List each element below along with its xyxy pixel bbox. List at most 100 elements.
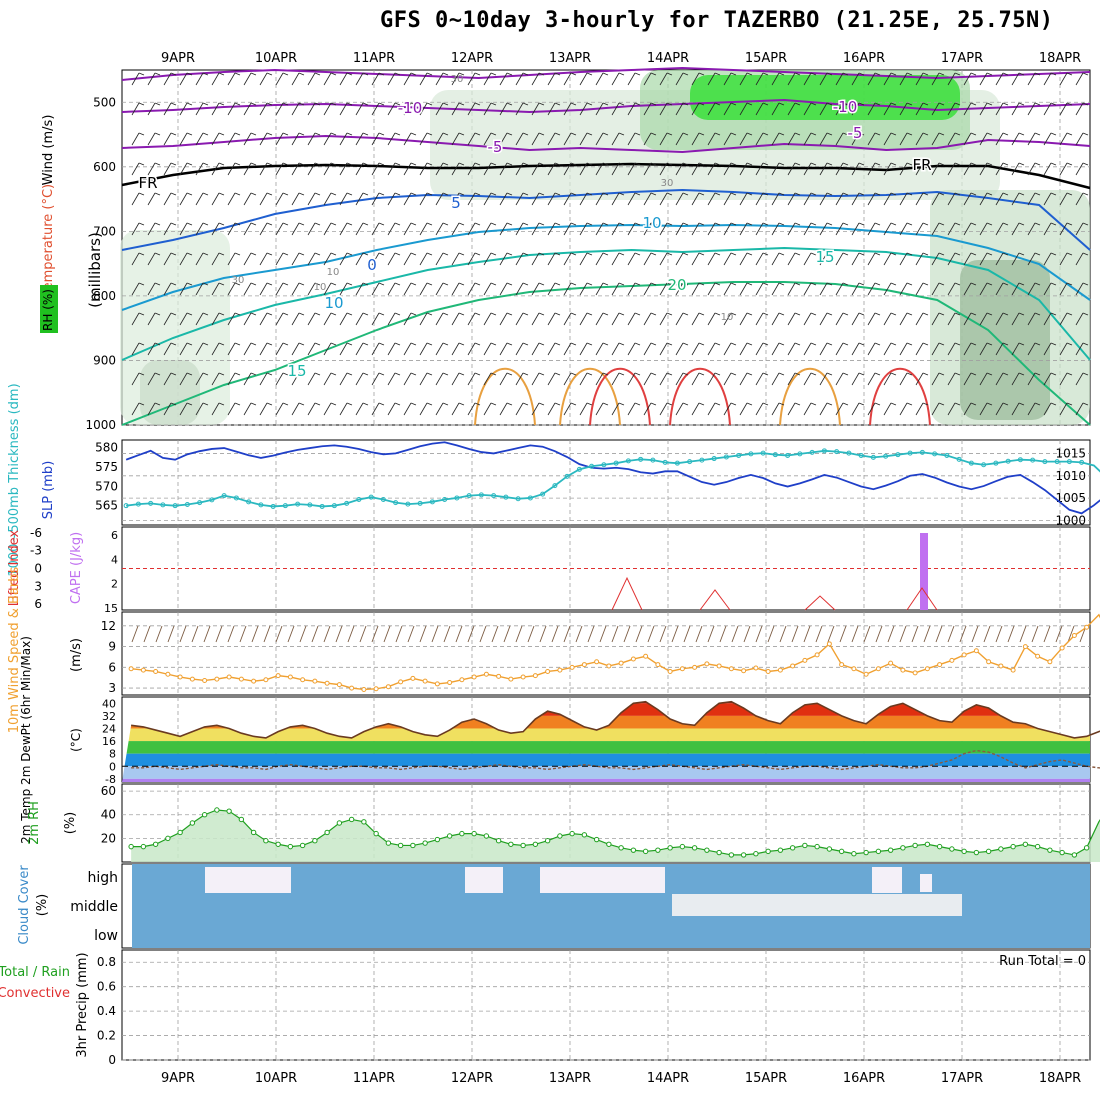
wind-barb <box>963 132 972 146</box>
wind-barb-flag <box>1066 72 1073 76</box>
wind-barb <box>547 372 556 386</box>
wind-barb <box>835 132 844 146</box>
wind-barb <box>851 402 860 416</box>
wind-barb <box>899 102 908 116</box>
wind-barb <box>835 282 844 296</box>
wind-barb-flag <box>1050 102 1057 106</box>
wind-barb-flag <box>586 402 593 406</box>
wind-barb <box>739 372 748 386</box>
thickness-line-marker <box>907 450 913 456</box>
surface-wind-barb <box>431 625 439 643</box>
wind-barb <box>531 162 540 176</box>
temperature-band <box>122 703 1090 716</box>
wind-barb <box>547 102 556 116</box>
wind-barb-flag <box>1082 252 1089 256</box>
wind-barb-flag <box>1082 102 1089 106</box>
day-label-top: 12APR <box>451 51 493 66</box>
rh-marker <box>373 830 379 837</box>
surface-wind-barb <box>131 625 139 643</box>
wind-barb-flag <box>170 252 177 256</box>
wind-barb <box>611 312 620 326</box>
rh-marker <box>630 847 637 853</box>
wind-barb-flag <box>858 372 865 376</box>
wind-barb-flag <box>970 132 977 136</box>
wind-barb-flag <box>234 162 241 166</box>
wind-barb <box>595 132 604 146</box>
wind-barb-flag <box>138 162 145 166</box>
wind-barb-flag <box>298 312 305 316</box>
surface-wind-barb <box>719 625 727 643</box>
cloud-gap <box>205 867 291 893</box>
wind-barb <box>531 222 540 236</box>
wind-speed-marker <box>900 667 906 673</box>
surface-wind-barb <box>815 625 823 643</box>
wind-barb-flag <box>1082 372 1089 376</box>
wind-barb-flag <box>922 282 929 286</box>
wind-speed-marker <box>826 641 832 647</box>
wind-barb-flag <box>778 312 785 316</box>
wind-barb <box>1043 342 1052 356</box>
rh-marker <box>520 842 526 849</box>
wind-barb <box>211 102 220 116</box>
wind-barb <box>707 72 716 86</box>
wind-speed-marker <box>128 666 134 672</box>
surface-wind-barb <box>287 625 295 643</box>
rh-marker <box>789 845 796 851</box>
wind-speed-marker <box>1084 624 1090 630</box>
wind-barb-flag <box>186 72 193 76</box>
wind-barb <box>483 312 492 326</box>
wind-barb-flag <box>474 372 481 376</box>
pressure-axis-label: (millibars) <box>86 232 104 308</box>
wind-barb <box>291 132 300 146</box>
rh-marker <box>704 847 710 853</box>
wind-barb <box>979 102 988 116</box>
wind-barb-flag <box>730 192 737 196</box>
rh-marker <box>165 835 171 842</box>
wind-barb-flag <box>842 402 849 406</box>
wind-barb-flag <box>970 372 977 376</box>
wind-barb-flag <box>458 282 465 286</box>
wind-barb <box>227 252 236 266</box>
thickness-line-marker <box>368 494 374 500</box>
wind-barb <box>419 72 428 86</box>
wind-barb-flag <box>634 342 641 346</box>
wind-barb <box>259 342 268 356</box>
wind-barb <box>563 342 572 356</box>
wind-barb <box>275 102 284 116</box>
wind-barb <box>547 222 556 236</box>
wind-barb-flag <box>538 222 545 226</box>
wind-barb-flag <box>522 252 529 256</box>
wind-barb <box>595 72 604 86</box>
rh-marker <box>336 820 343 826</box>
wind-barb <box>499 162 508 176</box>
wind-barb-flag <box>426 222 433 226</box>
wind-barb-flag <box>298 402 305 406</box>
rh-marker <box>1034 843 1041 850</box>
wind-barb-flag <box>666 372 673 376</box>
wind-barb-flag <box>618 372 625 376</box>
wind-barb-flag <box>970 102 977 106</box>
wind-barb-flag <box>234 102 241 106</box>
wind-barb-flag <box>362 342 369 346</box>
wind-barb <box>451 192 460 206</box>
wind-barb <box>515 162 524 176</box>
wind-barb <box>211 342 220 356</box>
wind-barb <box>707 222 716 236</box>
wind-barb <box>659 402 668 416</box>
cloud-axis-label: Cloud Cover <box>17 865 32 945</box>
temperature-tick: 8 <box>109 748 116 761</box>
wind-barb <box>851 72 860 86</box>
rh-unit-label: (%) <box>63 812 78 835</box>
wind-barb-flag <box>906 312 913 316</box>
wind-barb-flag <box>250 132 257 136</box>
thickness-line-marker <box>442 497 448 502</box>
wind-barb-flag <box>298 132 305 136</box>
wind-barb <box>1043 102 1052 116</box>
wind-barb-flag <box>762 222 769 226</box>
wind-barb <box>739 282 748 296</box>
wind-barb-flag <box>442 252 449 256</box>
wind-speed-marker <box>1010 667 1016 673</box>
wind-barb-flag <box>170 222 177 226</box>
wind-barb <box>259 132 268 146</box>
wind-barb-flag <box>538 162 545 166</box>
